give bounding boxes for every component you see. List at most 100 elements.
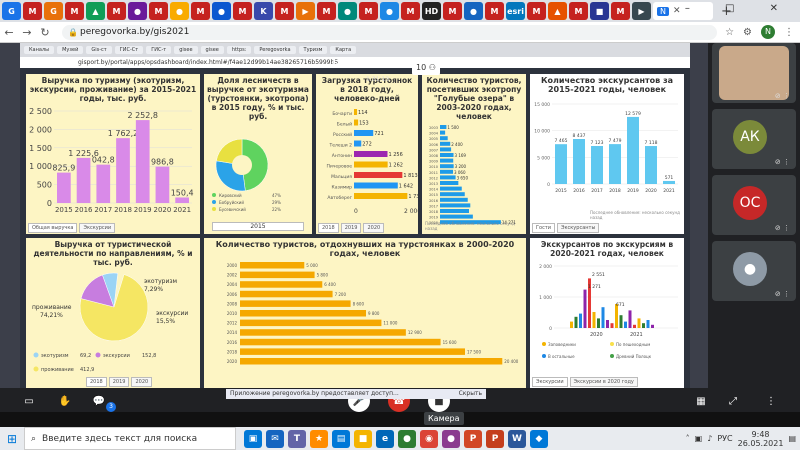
- taskbar-app-icon[interactable]: ◆: [530, 429, 548, 448]
- bar[interactable]: [601, 307, 605, 328]
- filter-tab[interactable]: Экскурсии: [79, 223, 116, 233]
- bar[interactable]: [615, 304, 618, 328]
- browser-tab[interactable]: ▲: [548, 2, 567, 20]
- bar[interactable]: [633, 324, 636, 328]
- taskbar-app-icon[interactable]: P: [464, 429, 482, 448]
- grid-view-icon[interactable]: ▦: [696, 395, 706, 407]
- bar[interactable]: [583, 289, 587, 328]
- browser-tab[interactable]: ●: [212, 2, 231, 20]
- bar[interactable]: [624, 321, 627, 328]
- pie-slice[interactable]: [241, 138, 269, 192]
- browser-tab[interactable]: M: [191, 2, 210, 20]
- bar[interactable]: [645, 146, 657, 184]
- bar[interactable]: [440, 125, 447, 129]
- star-icon[interactable]: ☆: [725, 26, 735, 38]
- taskbar-app-icon[interactable]: T: [288, 429, 306, 448]
- bar[interactable]: [627, 116, 639, 184]
- browser-tab[interactable]: M: [23, 2, 42, 20]
- bar[interactable]: [240, 338, 441, 346]
- bar[interactable]: [591, 146, 603, 184]
- bar[interactable]: [440, 164, 454, 169]
- clock[interactable]: 9:48 26.05.2021: [738, 430, 784, 448]
- browser-tab[interactable]: G: [44, 2, 63, 20]
- bar[interactable]: [440, 203, 471, 208]
- taskbar-search[interactable]: ⌕ Введите здесь текст для поиска: [24, 427, 236, 450]
- bar[interactable]: [354, 130, 374, 136]
- browser-tab[interactable]: M: [485, 2, 504, 20]
- browser-tab[interactable]: M: [65, 2, 84, 20]
- bar[interactable]: [116, 138, 130, 203]
- bar[interactable]: [175, 197, 189, 203]
- browser-tab[interactable]: M: [527, 2, 546, 20]
- pie-slice[interactable]: [79, 274, 149, 342]
- bar[interactable]: [574, 316, 578, 328]
- bar[interactable]: [354, 151, 388, 157]
- participant-tile[interactable]: ⊘ ⋮: [712, 43, 796, 103]
- taskbar-app-icon[interactable]: ✉: [266, 429, 284, 448]
- bar[interactable]: [440, 186, 462, 191]
- more-options-icon[interactable]: ⋮: [766, 395, 776, 407]
- pie-slice[interactable]: [102, 272, 119, 308]
- browser-tab[interactable]: M: [359, 2, 378, 20]
- bar[interactable]: [606, 320, 609, 328]
- bar[interactable]: [609, 144, 621, 184]
- taskbar-app-icon[interactable]: ▤: [332, 429, 350, 448]
- browser-tab[interactable]: G: [2, 2, 21, 20]
- window-controls[interactable]: – □ ✕: [684, 3, 794, 14]
- bar[interactable]: [570, 321, 573, 328]
- bar[interactable]: [240, 348, 465, 355]
- bar[interactable]: [240, 319, 382, 327]
- bar[interactable]: [240, 329, 406, 336]
- raise-hand-icon[interactable]: ✋: [58, 395, 72, 407]
- bar[interactable]: [440, 141, 451, 146]
- participant-tile[interactable]: ОС ⊘ ⋮: [712, 175, 796, 235]
- taskbar-app-icon[interactable]: ◉: [420, 429, 438, 448]
- bar[interactable]: [637, 318, 641, 328]
- menu-icon[interactable]: ⋮: [784, 26, 794, 38]
- browser-tab[interactable]: ●: [380, 2, 399, 20]
- bar[interactable]: [573, 139, 585, 184]
- bar[interactable]: [240, 271, 315, 279]
- bar[interactable]: [440, 209, 470, 213]
- new-tab-icon[interactable]: +: [721, 3, 732, 19]
- bar[interactable]: [240, 300, 351, 307]
- bar[interactable]: [155, 166, 170, 203]
- screen-share-icon[interactable]: ▭: [24, 395, 34, 407]
- participant-tile[interactable]: АК ⊘ ⋮: [712, 109, 796, 169]
- browser-tab[interactable]: ●: [128, 2, 147, 20]
- browser-tab[interactable]: esri: [506, 2, 525, 20]
- bar[interactable]: [440, 169, 454, 174]
- browser-tab[interactable]: M: [611, 2, 630, 20]
- browser-tab[interactable]: M: [275, 2, 294, 20]
- taskbar-app-icon[interactable]: ★: [310, 429, 328, 448]
- participant-count[interactable]: 10 ⚇: [412, 61, 440, 75]
- bar[interactable]: [440, 130, 446, 135]
- filter-tab[interactable]: 2019: [108, 377, 130, 387]
- taskbar-app-icon[interactable]: W: [508, 429, 526, 448]
- bar[interactable]: [440, 158, 454, 163]
- close-tab-icon[interactable]: ✕: [672, 6, 681, 16]
- bar[interactable]: [240, 262, 305, 269]
- filter-tab[interactable]: Экскурсии в 2020 году: [569, 377, 638, 387]
- browser-tab[interactable]: HD: [422, 2, 441, 20]
- browser-tab[interactable]: ▲: [86, 2, 105, 20]
- browser-tab-active[interactable]: N ✕: [653, 2, 713, 20]
- browser-tab[interactable]: M: [233, 2, 252, 20]
- browser-tab[interactable]: M: [443, 2, 462, 20]
- volume-icon[interactable]: ♪: [707, 434, 713, 443]
- filter-tab[interactable]: 2019: [340, 223, 362, 233]
- filter-tab[interactable]: Общая выручка: [28, 223, 78, 233]
- bar[interactable]: [628, 310, 632, 328]
- taskbar-app-icon[interactable]: ■: [354, 429, 372, 448]
- filter-tab[interactable]: Гости: [532, 223, 556, 233]
- bar[interactable]: [240, 358, 503, 365]
- browser-tab[interactable]: ●: [464, 2, 483, 20]
- bar[interactable]: [440, 181, 459, 185]
- bar[interactable]: [440, 197, 468, 202]
- notifications-icon[interactable]: ▤: [788, 434, 796, 443]
- bar[interactable]: [354, 161, 388, 168]
- language-indicator[interactable]: РУС: [717, 434, 733, 443]
- browser-tab[interactable]: M: [569, 2, 588, 20]
- taskbar-app-icon[interactable]: ●: [398, 429, 416, 448]
- bar[interactable]: [76, 157, 91, 203]
